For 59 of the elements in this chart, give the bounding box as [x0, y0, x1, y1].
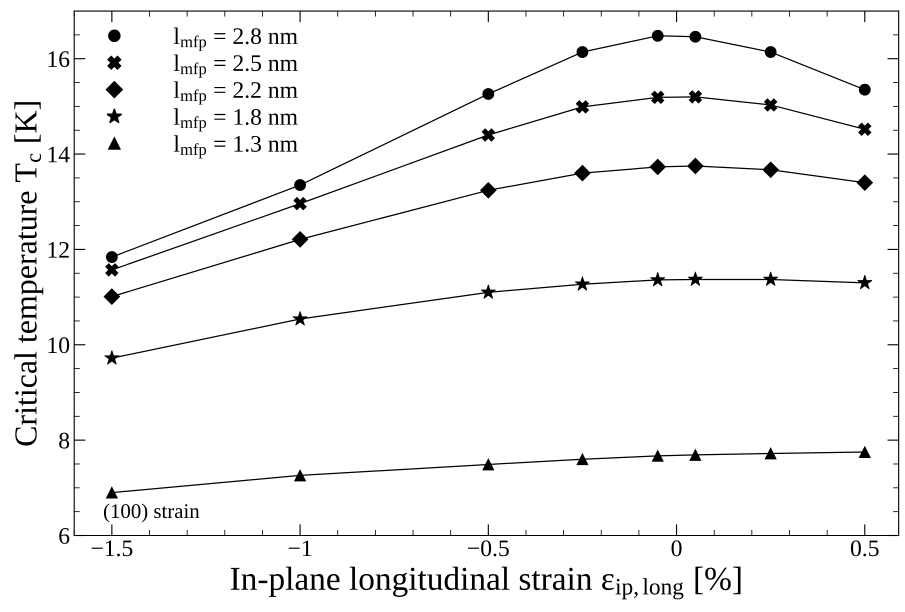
- legend-label: l$_{mfp}$ = 2.2 nm: [174, 81, 298, 105]
- point: [858, 122, 872, 136]
- point: [292, 311, 308, 326]
- point: [293, 197, 307, 210]
- y-tick-label: 16: [48, 51, 70, 68]
- point: [650, 272, 666, 286]
- x-tick-label: −1: [288, 540, 312, 556]
- point: [482, 128, 495, 142]
- legend-label: l$_{mfp}$ = 2.8 nm: [174, 28, 298, 51]
- point: [292, 231, 308, 248]
- point: [688, 271, 703, 286]
- point: [294, 179, 306, 191]
- y-axis-title: Critical temperature T$_{c}$ [K]: [14, 102, 44, 446]
- point: [576, 46, 588, 58]
- point: [764, 448, 777, 460]
- x-tick-label: −1.5: [92, 540, 132, 556]
- y-tick-label: 8: [59, 432, 70, 449]
- point: [574, 164, 591, 182]
- point: [764, 46, 777, 58]
- point: [104, 350, 120, 365]
- legend-label: l$_{mfp}$ = 1.8 nm: [174, 108, 298, 132]
- point: [106, 486, 118, 498]
- point: [858, 84, 871, 96]
- point: [576, 100, 590, 114]
- annotation: (100) strain: [104, 503, 200, 522]
- legend-label: l$_{mfp}$ = 2.5 nm: [174, 54, 298, 78]
- point: [762, 162, 779, 178]
- y-tick-label: 14: [48, 146, 70, 162]
- point: [652, 30, 664, 42]
- point: [857, 274, 872, 290]
- point: [482, 88, 494, 100]
- legend-label: l$_{mfp}$ = 1.3 nm: [174, 135, 298, 158]
- point: [574, 276, 590, 291]
- y-tick-label: 6: [59, 528, 70, 544]
- point: [858, 446, 871, 458]
- point: [652, 450, 664, 462]
- point: [650, 158, 666, 176]
- point: [688, 90, 702, 104]
- point: [576, 453, 588, 466]
- point: [763, 271, 778, 286]
- x-tick-label: 0: [672, 540, 682, 556]
- point: [480, 284, 496, 299]
- y-tick-label: 10: [48, 337, 70, 354]
- point: [106, 251, 118, 263]
- point: [105, 263, 118, 277]
- x-tick-label: −0.5: [468, 540, 509, 556]
- point: [689, 449, 702, 461]
- x-tick-label: 0.5: [850, 540, 879, 556]
- x-axis-title: In-plane longitudinal strain ε$_{ip,long}$ [%]: [230, 566, 741, 600]
- point: [687, 158, 704, 174]
- point: [480, 182, 497, 198]
- point: [482, 458, 494, 470]
- point: [294, 470, 306, 482]
- point: [104, 288, 120, 305]
- y-tick-label: 12: [48, 242, 69, 258]
- point: [689, 30, 702, 43]
- point: [856, 174, 873, 191]
- point: [651, 90, 664, 104]
- point: [764, 98, 778, 112]
